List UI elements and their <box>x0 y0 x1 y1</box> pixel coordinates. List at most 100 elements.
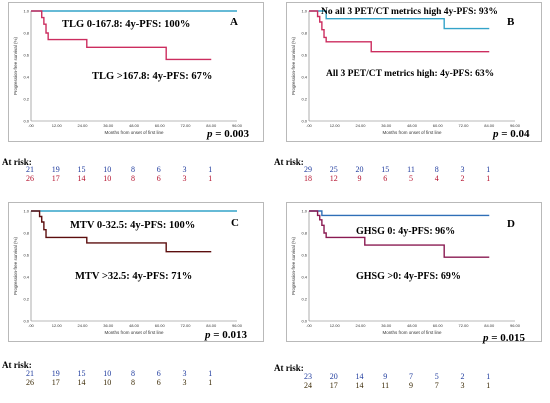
plot-area: 0.0 0.2 0.4 0.6 0.8 1.0 .00 12.00 24.00 36.00 48.0… <box>8 202 264 342</box>
at-risk-count: 15 <box>381 165 390 174</box>
at-risk-count: 19 <box>51 165 60 174</box>
panel-d: 0.0 0.2 0.4 0.6 0.8 1.0 .00 12.00 24.00 36.00 48.0… <box>274 200 550 400</box>
x-tick-label: 12.00 <box>52 323 63 328</box>
at-risk-count: 9 <box>357 174 362 183</box>
at-risk-count: 21 <box>26 165 34 174</box>
x-tick-label: 96.00 <box>510 123 521 128</box>
series-label-2: TLG >167.8: 4y-PFS: 67% <box>92 71 213 82</box>
at-risk-count: 20 <box>329 372 338 381</box>
survival-curve-2 <box>309 10 490 53</box>
y-tick-label: 0.2 <box>301 96 307 101</box>
y-tick-label: 0.0 <box>23 118 29 123</box>
at-risk-count: 14 <box>77 378 86 387</box>
at-risk-row: 18 12 9 6 5 4 2 1 <box>278 174 550 184</box>
at-risk-count: 17 <box>329 381 338 390</box>
x-tick-label: 72.00 <box>458 123 469 128</box>
x-tick-label: 48.00 <box>129 323 140 328</box>
at-risk-row: 26 17 14 10 8 6 3 1 <box>0 378 272 388</box>
y-tick-label: 1.0 <box>301 208 307 213</box>
y-tick-label: 0.2 <box>301 296 307 301</box>
y-tick-label: 0.2 <box>23 96 29 101</box>
at-risk-count: 3 <box>182 378 187 387</box>
y-tick-label: 0.6 <box>23 52 29 57</box>
at-risk-count: 14 <box>355 372 364 381</box>
at-risk-count: 14 <box>355 381 364 390</box>
panel-letter: B <box>507 16 515 28</box>
x-tick-label: 24.00 <box>355 123 366 128</box>
at-risk-count: 3 <box>460 165 465 174</box>
panel-a: 0.0 0.2 0.4 0.6 0.8 1.0 .00 12.00 24.00 36.00 48.0… <box>0 0 272 195</box>
x-tick-label: .00 <box>306 123 312 128</box>
at-risk-count: 7 <box>409 372 413 381</box>
panel-b: 0.0 0.2 0.4 0.6 0.8 1.0 .00 12.00 24.00 36.00 48.0… <box>274 0 550 195</box>
plot-area: 0.0 0.2 0.4 0.6 0.8 1.0 .00 12.00 24.00 36.00 48.0… <box>286 202 542 344</box>
survival-curve-1 <box>309 210 490 217</box>
at-risk-count: 11 <box>407 165 415 174</box>
y-tick-label: 0.0 <box>301 318 307 323</box>
at-risk-count: 3 <box>182 165 187 174</box>
x-tick-label: 12.00 <box>330 323 341 328</box>
at-risk-count: 1 <box>208 369 213 378</box>
at-risk-count: 17 <box>51 174 60 183</box>
at-risk-row: 29 25 20 15 11 8 3 1 <box>278 165 550 175</box>
y-tick-label: 0.4 <box>301 74 307 79</box>
x-tick-label: 84.00 <box>484 123 495 128</box>
x-tick-label: 72.00 <box>180 123 191 128</box>
x-tick-label: 24.00 <box>77 123 88 128</box>
x-tick-label: 96.00 <box>232 323 243 328</box>
km-chart: 0.0 0.2 0.4 0.6 0.8 1.0 .00 12.00 24.00 36.00 48.0… <box>291 8 521 135</box>
x-axis-label: Months from onset of first line <box>382 130 442 135</box>
y-axis-label: Progression-free survival (%) <box>13 36 18 95</box>
at-risk-count: 7 <box>434 381 439 390</box>
series-label-2: GHSG >0: 4y-PFS: 69% <box>356 271 461 282</box>
series-label-2: MTV >32.5: 4y-PFS: 71% <box>75 271 193 282</box>
at-risk-count: 6 <box>156 174 161 183</box>
x-tick-label: 84.00 <box>206 323 217 328</box>
x-tick-label: 60.00 <box>433 123 444 128</box>
at-risk-count: 14 <box>77 174 86 183</box>
at-risk-count: 21 <box>26 369 34 378</box>
at-risk-count: 8 <box>131 369 135 378</box>
y-axis-label: Progression-free survival (%) <box>13 236 18 295</box>
survival-curve-2 <box>31 10 212 61</box>
panel-letter: C <box>231 217 239 229</box>
at-risk-count: 12 <box>329 174 338 183</box>
y-tick-label: 0.6 <box>23 252 29 257</box>
at-risk-count: 5 <box>434 372 439 381</box>
y-tick-label: 0.8 <box>301 30 307 35</box>
at-risk-count: 26 <box>26 174 34 183</box>
at-risk-count: 6 <box>156 378 161 387</box>
x-tick-label: 84.00 <box>206 123 217 128</box>
y-tick-label: 0.0 <box>301 118 307 123</box>
y-tick-label: 0.4 <box>301 274 307 279</box>
p-value: p = 0.013 <box>205 329 248 341</box>
x-tick-label: .00 <box>306 323 312 328</box>
km-chart: 0.0 0.2 0.4 0.6 0.8 1.0 .00 12.00 24.00 36.00 48.0… <box>13 8 243 135</box>
at-risk-count: 1 <box>486 165 491 174</box>
at-risk-label: At risk: <box>2 157 32 167</box>
at-risk-count: 9 <box>383 372 388 381</box>
at-risk-count: 3 <box>182 174 187 183</box>
x-tick-label: 72.00 <box>458 323 469 328</box>
at-risk-count: 6 <box>383 174 388 183</box>
at-risk-count: 26 <box>26 378 34 387</box>
y-tick-label: 0.4 <box>23 274 29 279</box>
y-tick-label: 1.0 <box>23 208 29 213</box>
p-value: p = 0.015 <box>483 332 526 344</box>
at-risk-row: 21 19 15 10 8 6 3 1 <box>0 369 272 379</box>
at-risk-count: 3 <box>460 381 465 390</box>
x-tick-label: 72.00 <box>180 323 191 328</box>
survival-curve-2 <box>309 210 490 258</box>
at-risk-count: 10 <box>103 378 112 387</box>
y-tick-label: 1.0 <box>301 8 307 13</box>
y-axis-label: Progression-free survival (%) <box>291 236 296 295</box>
x-tick-label: 12.00 <box>330 123 341 128</box>
at-risk-count: 18 <box>304 174 312 183</box>
at-risk-count: 1 <box>208 174 213 183</box>
y-tick-label: 0.8 <box>23 30 29 35</box>
panel-letter: A <box>230 16 238 28</box>
at-risk-row: 26 17 14 10 8 6 3 1 <box>0 174 272 184</box>
at-risk-count: 20 <box>355 165 364 174</box>
plot-area: 0.0 0.2 0.4 0.6 0.8 1.0 .00 12.00 24.00 36.00 48.0… <box>286 2 542 142</box>
y-tick-label: 0.6 <box>301 52 307 57</box>
